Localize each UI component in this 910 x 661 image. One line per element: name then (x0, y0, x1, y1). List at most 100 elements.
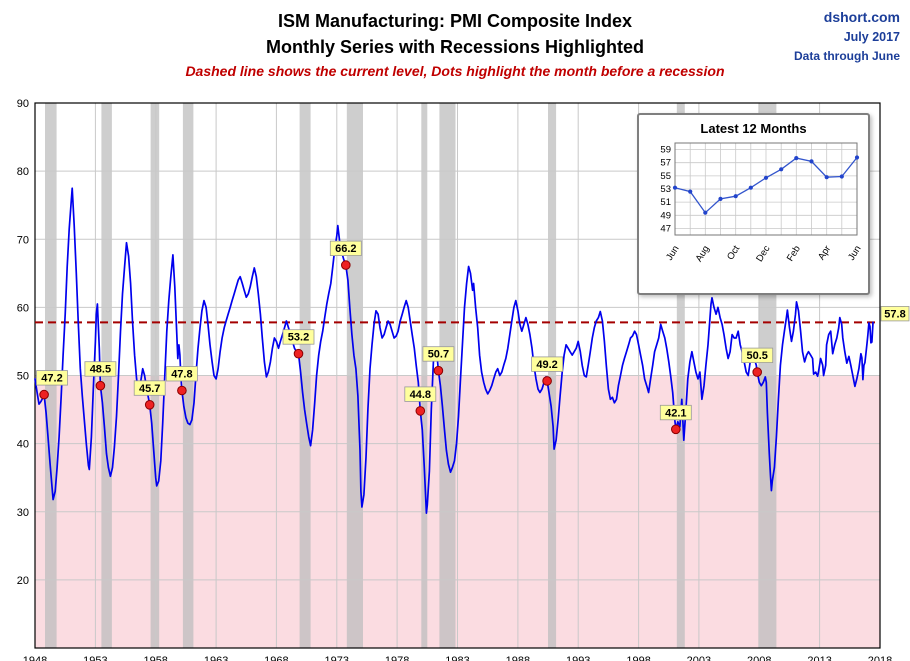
source-link[interactable]: dshort.com (823, 9, 900, 25)
inset-dot (763, 175, 769, 180)
pmi-main-chart: 20 30 40 50 60 70 80 90 1948 1953 1958 1963 1968 1973… (17, 98, 910, 661)
svg-text:90: 90 (17, 98, 29, 110)
data-through-label: Data through June (793, 48, 900, 63)
chart-header: ISM Manufacturing: PMI Composite Index M… (0, 0, 910, 79)
svg-text:70: 70 (17, 234, 29, 246)
svg-text:Apr: Apr (816, 244, 833, 262)
dot-value-label: 66.2 (335, 243, 356, 255)
svg-text:2013: 2013 (807, 655, 831, 661)
dot-value-label-bg (741, 347, 774, 364)
pre-recession-dot (542, 376, 552, 386)
inset-y-labels: 47 49 51 53 55 57 59 (660, 145, 671, 235)
dot-value-label-bg (84, 361, 117, 377)
chart-title: ISM Manufacturing: PMI Composite Index (277, 11, 632, 31)
brand-block: dshort.com July 2017 Data through June (794, 7, 900, 65)
inset-panel: Latest 12 Months 47 49 51 53 55 57 59 Jun Aug Oct… (637, 113, 870, 295)
svg-text:2008: 2008 (747, 655, 771, 661)
chart-subtitle: Monthly Series with Recessions Highlight… (265, 37, 645, 57)
pre-recession-dot (293, 348, 304, 359)
svg-text:Feb: Feb (785, 244, 803, 264)
inset-dot (748, 185, 753, 190)
svg-text:1953: 1953 (83, 655, 107, 661)
dot-value-label: 49.2 (536, 359, 557, 371)
svg-text:1963: 1963 (204, 655, 228, 661)
svg-text:53: 53 (660, 184, 671, 195)
svg-text:60: 60 (17, 302, 29, 314)
dot-value-label-bg (659, 404, 692, 421)
dot-value-label-bg (404, 386, 437, 402)
svg-text:47: 47 (660, 223, 671, 234)
inset-dot (703, 210, 708, 215)
svg-text:Oct: Oct (725, 243, 742, 262)
svg-text:1988: 1988 (506, 655, 530, 661)
dot-value-label: 50.5 (746, 350, 767, 362)
pre-recession-dots: 47.2 48.5 45.7 47.8 53.2 66.2 44.8 50.7 49.2 42.1… (36, 240, 774, 435)
inset-dot (794, 156, 799, 161)
svg-text:Jun: Jun (664, 244, 681, 263)
dot-value-label-bg (165, 366, 198, 382)
inset-dot (672, 185, 678, 190)
pre-recession-dot (433, 365, 444, 376)
dot-value-label-bg (531, 356, 563, 372)
dot-value-label-bg (133, 380, 166, 396)
svg-text:1978: 1978 (385, 655, 409, 661)
svg-text:1973: 1973 (325, 655, 349, 661)
brand-date: July 2017 (843, 30, 900, 44)
dot-value-label: 47.2 (41, 373, 62, 385)
dot-value-label: 44.8 (410, 389, 431, 401)
svg-text:55: 55 (660, 171, 671, 182)
svg-text:1993: 1993 (566, 655, 590, 661)
dot-value-label: 48.5 (90, 364, 111, 376)
svg-text:2018: 2018 (868, 655, 892, 661)
inset-dot (839, 174, 844, 179)
current-level-label-bg (880, 305, 910, 322)
dot-value-label-bg (282, 329, 315, 345)
pre-recession-dot (95, 380, 106, 391)
svg-text:1968: 1968 (264, 655, 288, 661)
current-level-label: 57.8 (884, 308, 905, 320)
inset-dot (854, 155, 860, 160)
pre-recession-dot (341, 260, 351, 270)
dot-value-label: 50.7 (428, 349, 449, 361)
svg-text:59: 59 (660, 145, 671, 156)
pre-recession-dot (752, 367, 763, 377)
inset-chart: 47 49 51 53 55 57 59 Jun Aug Oct Dec Feb Apr Jun (660, 142, 864, 264)
inset-dot (824, 175, 829, 180)
svg-text:51: 51 (660, 197, 671, 208)
dot-value-label: 53.2 (288, 332, 309, 344)
inset-dot (779, 167, 784, 172)
svg-text:Jun: Jun (846, 244, 863, 263)
svg-text:40: 40 (17, 439, 29, 451)
svg-text:80: 80 (17, 166, 29, 178)
svg-text:57: 57 (660, 158, 671, 169)
dot-value-label-bg (329, 240, 362, 257)
pre-recession-dot (144, 400, 155, 410)
svg-text:1983: 1983 (445, 655, 469, 661)
dot-value-label: 47.8 (171, 369, 192, 381)
svg-text:1948: 1948 (23, 655, 47, 661)
svg-text:30: 30 (17, 507, 29, 519)
plot-border (34, 102, 881, 649)
svg-text:49: 49 (660, 210, 671, 221)
svg-text:2003: 2003 (687, 655, 711, 661)
svg-text:1958: 1958 (143, 655, 167, 661)
inset-dot (718, 196, 723, 201)
inset-dot (809, 159, 814, 164)
dot-value-label: 42.1 (665, 407, 686, 419)
dot-value-label-bg (422, 346, 455, 362)
svg-text:Aug: Aug (694, 244, 712, 264)
pre-recession-dot (177, 385, 187, 396)
inset-title: Latest 12 Months (700, 121, 807, 136)
dot-value-label-bg (36, 370, 68, 386)
chart-note: Dashed line shows the current level, Dot… (185, 63, 725, 79)
x-axis-labels: 1948 1953 1958 1963 1968 1973 1978 1983 1988 1993… (23, 655, 892, 661)
pre-recession-dot (671, 424, 681, 435)
inset-dot (733, 194, 738, 199)
svg-text:1998: 1998 (626, 655, 650, 661)
inset-dot (688, 189, 693, 194)
inset-gridlines (674, 143, 858, 235)
inset-series-dots (672, 155, 860, 215)
pre-recession-dot (39, 389, 49, 400)
y-axis-labels: 20 30 40 50 60 70 80 90 (17, 98, 29, 587)
svg-text:20: 20 (17, 575, 29, 587)
